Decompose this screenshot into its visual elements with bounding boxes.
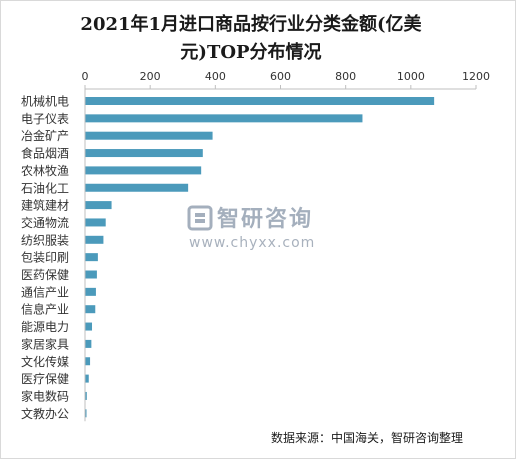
x-tick-label: 200 bbox=[140, 70, 161, 83]
bar bbox=[85, 374, 89, 383]
category-label: 通信产业 bbox=[21, 285, 69, 299]
category-label: 包装印刷 bbox=[21, 251, 69, 265]
bar bbox=[85, 235, 104, 244]
bar bbox=[85, 305, 96, 314]
bar bbox=[85, 339, 92, 348]
x-tick-label: 0 bbox=[82, 70, 89, 83]
bar bbox=[85, 166, 202, 175]
x-tick-label: 800 bbox=[335, 70, 356, 83]
axes: 0 200 400 600 800 1000 1200 bbox=[82, 70, 490, 422]
x-tick-label: 400 bbox=[205, 70, 226, 83]
bar bbox=[85, 201, 112, 210]
category-label: 文教办公 bbox=[21, 406, 69, 421]
bar bbox=[85, 97, 435, 105]
category-label: 医药保健 bbox=[21, 268, 69, 282]
bar bbox=[85, 183, 189, 192]
bar bbox=[85, 287, 96, 296]
chart-title: 2021年1月进口商品按行业分类金额(亿美元)TOP分布情况 bbox=[80, 14, 422, 63]
category-label: 文化传媒 bbox=[21, 354, 69, 369]
category-label: 纺织服装 bbox=[21, 233, 69, 247]
bar bbox=[85, 131, 213, 140]
category-label: 信息产业 bbox=[21, 302, 69, 317]
bar bbox=[85, 114, 363, 123]
x-tick-label: 1200 bbox=[462, 70, 490, 83]
category-label: 家电数码 bbox=[21, 388, 69, 403]
bar bbox=[85, 270, 97, 279]
category-labels: 机械机电电子仪表冶金矿产食品烟酒农林牧渔石油化工建筑建材交通物流纺织服装包装印刷… bbox=[21, 94, 69, 421]
bar bbox=[85, 409, 87, 418]
category-label: 家居家具 bbox=[21, 336, 69, 351]
bar bbox=[85, 253, 98, 262]
category-label: 农林牧渔 bbox=[21, 164, 69, 178]
category-label: 建筑建材 bbox=[21, 198, 69, 213]
category-label: 冶金矿产 bbox=[21, 128, 69, 143]
bar bbox=[85, 391, 87, 400]
source-note: 数据来源：中国海关，智研咨询整理 bbox=[271, 431, 464, 445]
bar bbox=[85, 149, 203, 158]
category-label: 电子仪表 bbox=[21, 112, 69, 126]
category-label: 机械机电 bbox=[21, 94, 69, 109]
category-label: 医疗保健 bbox=[21, 372, 69, 386]
bar bbox=[85, 218, 106, 227]
category-label: 交通物流 bbox=[21, 215, 69, 230]
category-label: 食品烟酒 bbox=[21, 146, 69, 161]
bar bbox=[85, 357, 91, 366]
bar-series bbox=[85, 97, 435, 418]
x-tick-label: 1000 bbox=[397, 70, 425, 83]
category-label: 能源电力 bbox=[21, 320, 69, 334]
bar bbox=[85, 322, 93, 331]
x-tick-label: 600 bbox=[270, 70, 291, 83]
category-label: 石油化工 bbox=[21, 181, 69, 195]
